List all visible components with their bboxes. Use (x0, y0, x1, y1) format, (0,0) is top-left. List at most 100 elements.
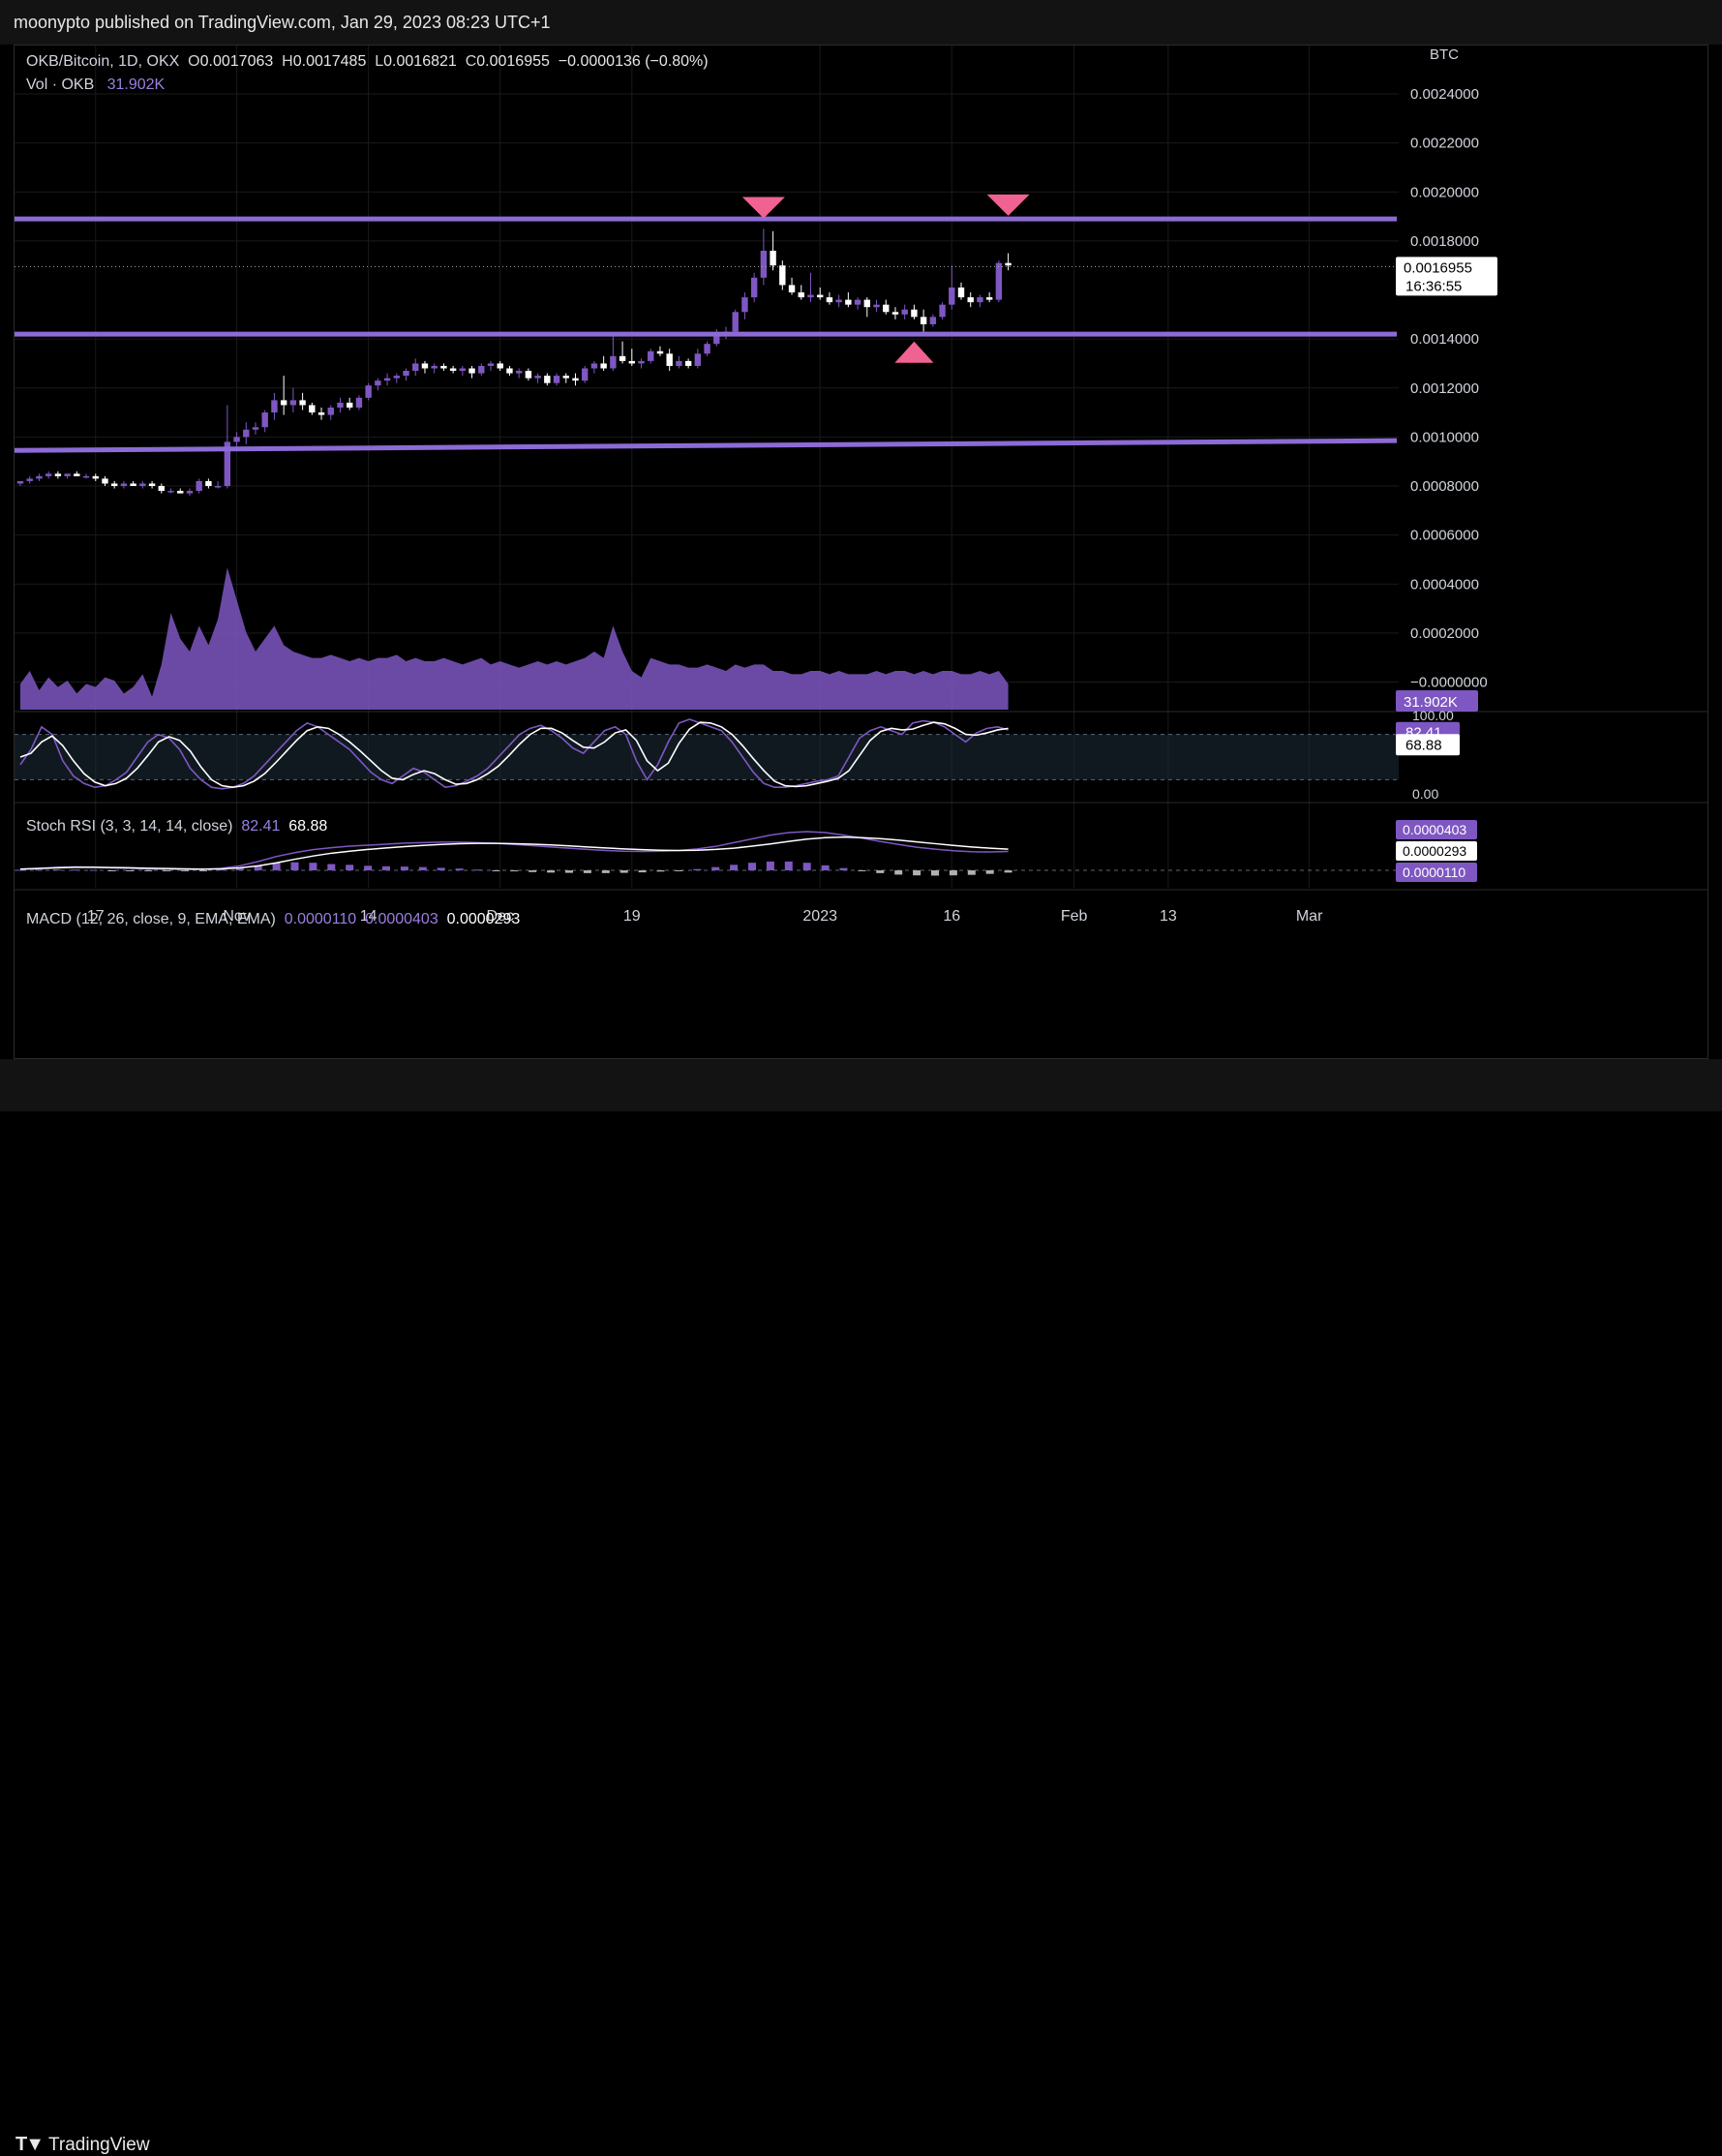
candle-body (64, 473, 71, 476)
candle-body (967, 297, 974, 303)
time-tick-label: 2023 (802, 908, 837, 925)
candle-body (412, 363, 419, 372)
candle-body (365, 385, 372, 398)
candle-body (807, 294, 814, 298)
tradingview-icon: T▼ (15, 2134, 45, 2155)
publish-bar: moonypto published on TradingView.com, J… (0, 0, 1722, 45)
macd-hist-bar (107, 870, 116, 871)
macd-hist-bar (730, 865, 739, 870)
macd-hist-bar (364, 865, 373, 870)
candle-body (835, 299, 842, 303)
candle-body (515, 371, 523, 374)
candle-body (995, 262, 1003, 300)
macd-signal-value: 0.0000293 (446, 911, 521, 927)
candle-body (648, 350, 654, 361)
symbol-name: OKB/Bitcoin, 1D, OKX (26, 53, 180, 70)
macd-hist-bar (748, 863, 756, 870)
macd-hist-bar (967, 870, 976, 875)
tradingview-logo[interactable]: T▼ TradingView (15, 2134, 150, 2156)
time-tick-label: Dec (486, 908, 513, 925)
candle-body (985, 297, 993, 300)
macd-hist-bar (619, 870, 628, 873)
candle-body (139, 483, 146, 486)
trend-lines (15, 216, 1398, 453)
candle-body (205, 480, 212, 486)
candle-body (214, 486, 222, 488)
candle-body (798, 292, 804, 298)
volume-badge (1396, 690, 1478, 712)
macd-badge (1396, 820, 1477, 839)
macd-hist-bar (126, 870, 135, 871)
macd-hist-bar (492, 870, 500, 871)
candle-body (54, 473, 62, 476)
macd-hist-bar (858, 870, 866, 871)
price-tick-label: 0.0022000 (1410, 136, 1479, 152)
stoch-rsi-pane (15, 718, 1399, 790)
macd-hist-bar (473, 869, 482, 871)
macd-hist-bar (894, 870, 903, 875)
candle-body (431, 365, 438, 369)
close-label: C (465, 53, 477, 70)
macd-hist-bar (71, 869, 79, 871)
change-value: −0.0000136 (−0.80%) (558, 53, 709, 70)
macd-hist-bar (235, 867, 244, 870)
candle-body (280, 400, 287, 406)
candle-body (553, 376, 560, 383)
stoch-label: Stoch RSI (3, 3, 14, 14, close) (26, 818, 233, 835)
candle-body (347, 402, 353, 408)
candle-body (148, 483, 156, 486)
volume-area (20, 567, 1009, 710)
macd-hist-bar (656, 870, 665, 872)
macd-hist-bar (985, 870, 994, 874)
candle-body (562, 376, 569, 379)
stoch-k-value: 82.41 (241, 818, 281, 835)
candle-body (224, 441, 231, 486)
candle-body (957, 287, 965, 298)
candle-body (102, 478, 108, 484)
macd-hist-bar (693, 868, 702, 870)
price-tick-label: 0.0020000 (1410, 184, 1479, 200)
candle-body (271, 400, 278, 413)
macd-hist-bar (346, 865, 354, 870)
chart-frame[interactable]: BTC 0.0024000 0.0022000 0.0020000 0.0018000 0… (14, 45, 1708, 1059)
candle-body (770, 251, 776, 266)
macd-hist-bar (52, 868, 61, 870)
macd-hist-bar (217, 869, 226, 871)
candle-body (45, 473, 52, 476)
last-price-badge (1396, 257, 1497, 296)
macd-hist-bar (529, 870, 537, 872)
stoch-axis-bottom: 0.00 (1412, 786, 1438, 802)
last-price-text: 0.0016955 (1404, 259, 1472, 276)
stoch-axis-top: 100.00 (1412, 708, 1454, 723)
candle-body (666, 353, 673, 366)
macd-hist-bar (437, 867, 445, 870)
candle-body (92, 475, 99, 479)
candle-body (506, 368, 513, 374)
time-tick-label: 14 (360, 908, 378, 925)
candle-body (920, 317, 927, 324)
volume-legend: Vol · OKB 31.902K (26, 76, 165, 94)
low-value: 0.0016821 (383, 53, 457, 70)
candle-body (375, 380, 381, 386)
candle-body (891, 312, 899, 315)
chart-canvas[interactable]: BTC 0.0024000 0.0022000 0.0020000 0.0018000 0… (15, 46, 1707, 1058)
candle-body (233, 437, 240, 442)
candle-body (261, 412, 268, 428)
candle-body (468, 368, 475, 374)
macd-hist-bar (949, 870, 957, 876)
price-tick-label: 0.0012000 (1410, 380, 1479, 397)
candle-body (901, 309, 908, 315)
volume-area-path (20, 567, 1009, 710)
candle-body (36, 475, 43, 479)
candle-body (383, 378, 391, 381)
candle-body (111, 483, 118, 486)
macd-hist-bar (638, 870, 647, 873)
symbol-legend: OKB/Bitcoin, 1D, OKX O0.0017063 H0.00174… (26, 53, 709, 71)
candle-body (788, 285, 796, 293)
macd-hist-bar (876, 870, 885, 873)
candle-body (572, 378, 579, 381)
sell-marker-icon (986, 194, 1030, 216)
high-value: 0.0017485 (292, 53, 367, 70)
candle-body (478, 365, 485, 374)
price-tick-label: 0.0014000 (1410, 331, 1479, 348)
